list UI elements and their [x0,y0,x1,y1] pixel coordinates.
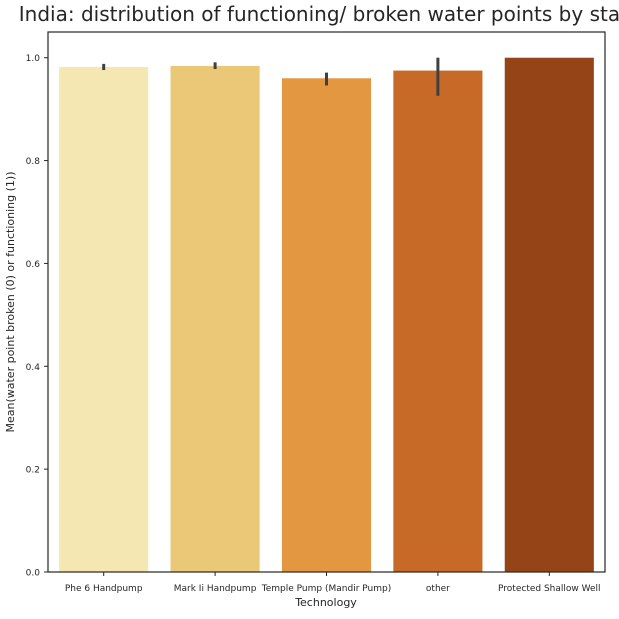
chart-title: India: distribution of functioning/ brok… [18,2,619,26]
x-tick-label: Protected Shallow Well [498,584,601,594]
y-axis: 0.0 0.2 0.4 0.6 0.8 1.0 [26,54,48,579]
bar [59,66,149,572]
bar [281,78,372,573]
x-tick-label: Temple Pump (Mandir Pump) [261,584,391,594]
bars-group [59,57,594,573]
bar [393,70,483,573]
y-tick-label: 0.0 [26,569,41,579]
x-axis-label: Technology [294,596,357,609]
y-tick-label: 0.4 [26,363,41,373]
y-tick-label: 0.8 [26,157,41,167]
x-tick-label: Phe 6 Handpump [65,584,143,594]
y-tick-label: 0.6 [26,260,41,270]
y-tick-label: 1.0 [26,54,41,64]
y-axis-label: Mean(water point broken (0) or functioni… [4,172,17,433]
error-bars-group [102,57,440,96]
x-tick-label: other [426,584,450,594]
bar [504,57,594,572]
x-tick-label: Mark Ii Handpump [174,584,257,594]
x-axis: Phe 6 Handpump Mark Ii Handpump Temple Pum… [65,572,601,594]
bar [170,65,260,572]
y-tick-label: 0.2 [26,466,40,476]
